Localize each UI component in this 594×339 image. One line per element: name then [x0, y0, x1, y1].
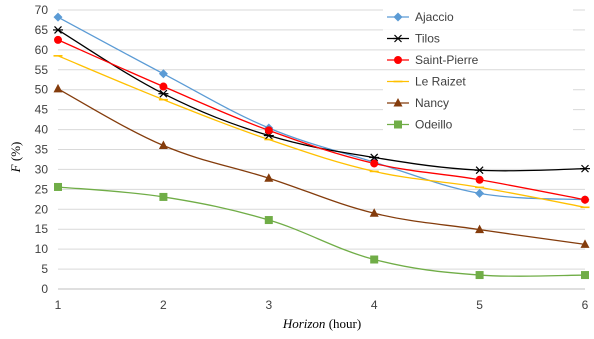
data-point-tilos: [53, 26, 63, 34]
x-tick-label: 5: [476, 298, 483, 312]
series-line-nancy: [57, 88, 586, 246]
x-tick-label: 2: [160, 298, 167, 312]
data-point-tilos: [369, 153, 380, 162]
y-tick-label: 35: [35, 143, 49, 157]
legend-entry-background: [383, 72, 573, 91]
y-axis-label: F (%): [8, 142, 23, 174]
x-tick-label: 1: [55, 298, 62, 312]
data-point-odeillo: [475, 271, 484, 280]
legend-marker-saint-pierre: [394, 56, 402, 64]
y-axis-ticks: 0 5 10 15 20 25 30 35 40 45 50 55 60 65 70: [35, 3, 49, 296]
legend-label-saint-pierre: Saint-Pierre: [415, 53, 479, 67]
y-tick-label: 30: [35, 162, 49, 176]
data-point-ajaccio: [158, 69, 168, 79]
data-point-ajaccio: [475, 188, 485, 198]
y-tick-label: 70: [35, 3, 49, 17]
data-point-saint-pierre: [370, 159, 379, 168]
y-tick-label: 50: [35, 83, 49, 97]
legend: Ajaccio Tilos Saint-Pierre Le Raizet Nancy Od…: [383, 8, 573, 134]
x-axis-ticks: 1 2 3 4 5 6: [55, 298, 589, 312]
data-point-tilos: [580, 164, 590, 173]
data-point-odeillo: [264, 216, 273, 225]
x-tick-label: 3: [265, 298, 272, 312]
legend-marker-nancy: [393, 98, 403, 107]
data-point-ajaccio: [53, 12, 63, 22]
x-tick-label: 6: [582, 298, 589, 312]
data-point-tilos: [158, 89, 169, 98]
legend-entry-background: [383, 51, 573, 69]
y-tick-label: 25: [35, 182, 49, 196]
y-tick-label: 15: [35, 222, 49, 236]
y-tick-label: 40: [35, 123, 49, 137]
legend-label-le-raizet: Le Raizet: [415, 75, 466, 89]
y-tick-label: 45: [35, 103, 49, 117]
y-tick-label: 0: [41, 282, 48, 296]
data-point-saint-pierre: [581, 195, 589, 204]
data-point-nancy: [475, 224, 485, 234]
x-axis-label-unit: (hour): [325, 316, 361, 331]
legend-marker-odeillo: [394, 120, 402, 129]
x-axis-label-variable: Horizon: [282, 316, 326, 331]
data-point-nancy: [264, 173, 274, 182]
legend-label-ajaccio: Ajaccio: [415, 10, 454, 24]
series-markers: [53, 12, 590, 280]
legend-label-tilos: Tilos: [415, 32, 440, 46]
y-tick-label: 20: [35, 202, 49, 216]
series-line-saint-pierre: [57, 39, 586, 201]
y-tick-label: 5: [41, 262, 48, 276]
series-line-ajaccio: [57, 16, 586, 201]
series-lines: [57, 16, 586, 277]
data-point-odeillo: [159, 192, 168, 201]
data-point-saint-pierre: [159, 82, 168, 91]
legend-entry-background: [383, 8, 573, 26]
legend-marker-tilos: [393, 34, 403, 43]
legend-label-nancy: Nancy: [415, 96, 449, 110]
series-line-odeillo: [57, 186, 586, 277]
data-point-saint-pierre: [54, 35, 62, 44]
y-axis-label-unit: (%): [8, 142, 23, 165]
data-point-odeillo: [370, 255, 379, 264]
data-point-nancy: [580, 239, 590, 248]
data-point-tilos: [474, 166, 485, 175]
legend-label-odeillo: Odeillo: [415, 118, 453, 132]
legend-entry-background: [383, 29, 573, 48]
y-tick-label: 65: [35, 23, 49, 37]
y-tick-label: 60: [35, 43, 49, 57]
y-tick-label: 55: [35, 63, 49, 77]
data-point-odeillo: [581, 271, 589, 280]
series-line-le-raizet: [57, 55, 586, 208]
legend-entry-background: [383, 94, 573, 112]
y-axis-label-variable: F: [8, 163, 23, 173]
y-tick-label: 10: [35, 242, 49, 256]
data-point-nancy: [158, 140, 168, 150]
data-point-saint-pierre: [475, 175, 484, 184]
legend-entry-background: [383, 115, 573, 134]
legend-marker-ajaccio: [393, 12, 403, 22]
data-point-nancy: [53, 83, 63, 93]
x-tick-label: 4: [371, 298, 378, 312]
data-point-nancy: [369, 208, 379, 217]
x-axis-label: Horizon (hour): [282, 316, 361, 331]
data-point-odeillo: [54, 182, 62, 191]
data-point-saint-pierre: [264, 126, 273, 135]
